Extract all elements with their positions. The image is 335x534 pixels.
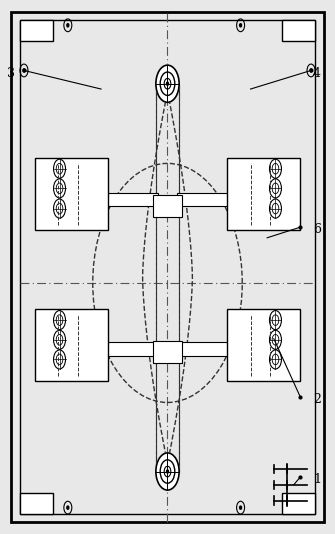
Text: 2: 2: [313, 394, 321, 406]
Circle shape: [67, 23, 69, 27]
Bar: [101, 193, 157, 206]
Bar: [178, 342, 234, 356]
Circle shape: [166, 82, 169, 85]
Bar: [227, 158, 300, 230]
Bar: [152, 341, 183, 363]
Bar: [156, 84, 179, 472]
Circle shape: [23, 69, 25, 72]
Bar: [35, 158, 108, 230]
Bar: [20, 20, 53, 41]
Bar: [152, 195, 183, 216]
Text: 4: 4: [313, 67, 321, 80]
Text: 6: 6: [313, 223, 321, 237]
Circle shape: [156, 65, 179, 103]
Circle shape: [240, 23, 242, 27]
Text: 1: 1: [313, 473, 321, 486]
Circle shape: [156, 453, 179, 490]
Text: 3: 3: [7, 67, 15, 80]
Circle shape: [240, 506, 242, 509]
Circle shape: [310, 69, 312, 72]
Bar: [178, 193, 234, 206]
Bar: [227, 310, 300, 381]
Bar: [282, 493, 315, 514]
Bar: [282, 20, 315, 41]
Bar: [20, 20, 315, 514]
Circle shape: [67, 506, 69, 509]
Bar: [35, 310, 108, 381]
Bar: [20, 493, 53, 514]
Circle shape: [166, 470, 169, 473]
Bar: [101, 342, 157, 356]
